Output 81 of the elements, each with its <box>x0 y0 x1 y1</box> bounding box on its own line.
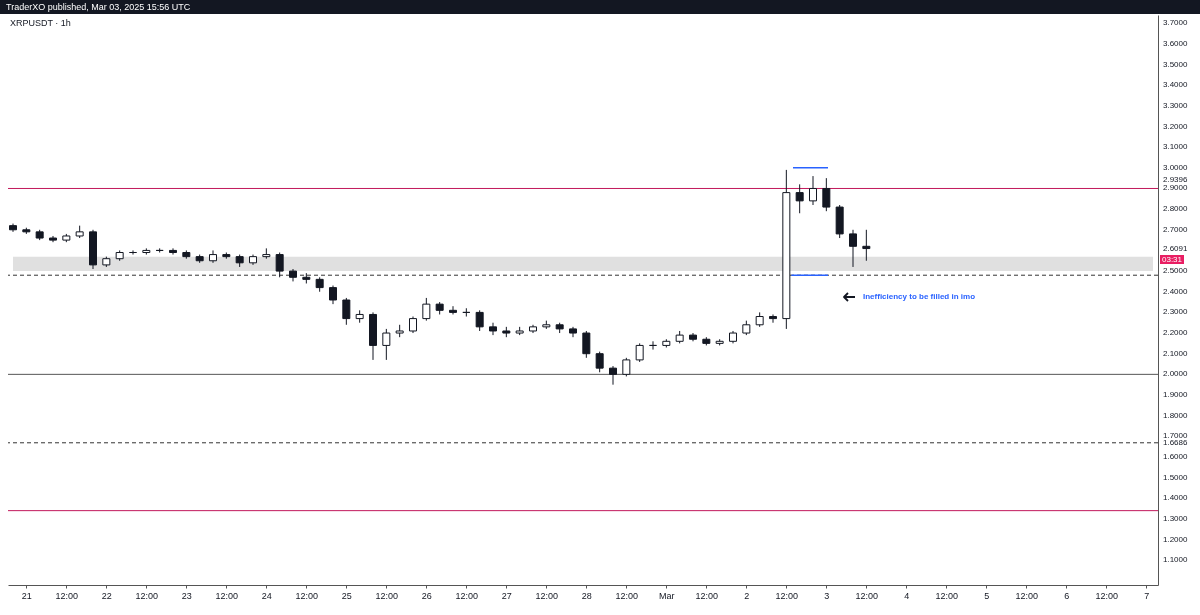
chart-title: XRPUSDT · 1h <box>10 18 71 28</box>
x-tick-label: 27 <box>501 590 512 601</box>
x-tick-label: 12:00 <box>55 590 79 601</box>
y-tick-label: 3.4000 <box>1163 80 1189 90</box>
x-tick-label: 12:00 <box>615 590 639 601</box>
candlestick <box>635 342 644 363</box>
y-tick-label: 1.3000 <box>1163 513 1189 523</box>
x-tick-label: 12:00 <box>135 590 159 601</box>
x-tick-label: 6 <box>1064 590 1070 601</box>
x-tick-label: 24 <box>261 590 272 601</box>
x-tick-label: 28 <box>581 590 592 601</box>
x-tick-label: 3 <box>824 590 830 601</box>
candlestick <box>342 297 351 326</box>
candlestick <box>622 357 631 377</box>
x-tick-label: 4 <box>904 590 910 601</box>
chart-subtitle: TraderXO published, Mar 03, 2025 15:56 UTC <box>0 0 1200 14</box>
x-tick-label: 12:00 <box>1015 590 1039 601</box>
y-tick-label: 1.6000 <box>1163 451 1189 461</box>
candlestick <box>475 309 484 332</box>
x-tick-label: 25 <box>341 590 352 601</box>
y-tick-label: 2.6091 <box>1163 243 1189 253</box>
candlestick <box>809 175 817 206</box>
candlestick <box>275 252 284 278</box>
x-tick-label: 21 <box>21 590 32 601</box>
x-tick-label: 12:00 <box>215 590 239 601</box>
y-tick-label: 2.5000 <box>1163 266 1189 276</box>
candlestick <box>822 177 831 212</box>
candlestick <box>382 328 391 361</box>
x-tick-label: 12:00 <box>1095 590 1119 601</box>
y-tick-label: 3.3000 <box>1163 100 1189 110</box>
y-tick-label: 2.4000 <box>1163 286 1189 296</box>
y-tick-label: 3.2000 <box>1163 121 1189 131</box>
x-tick-label: 12:00 <box>535 590 559 601</box>
x-tick-label: 22 <box>101 590 112 601</box>
y-tick-label: 2.2000 <box>1163 328 1189 338</box>
y-tick-label: 2.9000 <box>1163 183 1189 193</box>
x-tick-label: 12:00 <box>295 590 319 601</box>
x-tick-label: 7 <box>1144 590 1150 601</box>
x-tick-label: 12:00 <box>455 590 479 601</box>
y-tick-label: 2.9396 <box>1163 175 1189 185</box>
y-tick-label: 1.5000 <box>1163 472 1189 482</box>
candlestick <box>769 313 777 324</box>
x-tick-label: 23 <box>181 590 192 601</box>
text: 03:31 <box>1160 254 1185 264</box>
y-tick-label: 3.1000 <box>1163 142 1189 152</box>
annotation: Inefficiency to be filled in imo <box>863 292 976 301</box>
y-tick-label: 2.1000 <box>1163 348 1189 358</box>
y-tick-label: 3.5000 <box>1163 59 1189 69</box>
y-tick-label: 2.0000 <box>1163 369 1189 379</box>
candlestick <box>862 229 871 262</box>
x-tick-label: 12:00 <box>375 590 399 601</box>
candlestick <box>595 351 604 373</box>
y-tick-label: 3.0000 <box>1163 162 1189 172</box>
candlestick <box>449 305 457 315</box>
y-tick-label: 1.9000 <box>1163 390 1189 399</box>
candlestick <box>849 229 857 268</box>
x-tick-label: 12:00 <box>695 590 719 601</box>
candlestick <box>582 330 591 359</box>
x-tick-label: 12:00 <box>935 590 959 601</box>
y-tick-label: 2.3000 <box>1163 307 1189 317</box>
candlestick <box>169 247 177 256</box>
y-tick-label: 2.7000 <box>1163 224 1189 234</box>
x-tick-label: 12:00 <box>855 590 879 601</box>
x-tick-label: Mar <box>659 590 675 601</box>
x-tick-label: 12:00 <box>775 590 799 601</box>
y-tick-label: 2.8000 <box>1163 204 1189 214</box>
x-tick-label: 2 <box>744 590 750 601</box>
x-tick-label: 5 <box>984 590 990 601</box>
candlestick <box>489 322 497 336</box>
y-tick-label: 1.8000 <box>1163 410 1189 420</box>
y-tick-label: 1.1000 <box>1163 555 1189 565</box>
y-tick-label: 1.2000 <box>1163 534 1189 544</box>
candlestick <box>609 365 617 386</box>
y-tick-label: 3.7000 <box>1163 18 1189 28</box>
y-tick-label: 3.6000 <box>1163 38 1189 48</box>
candlestick <box>329 285 337 305</box>
candlestick <box>795 183 804 214</box>
candlestick <box>422 297 431 322</box>
candlestick <box>209 249 217 264</box>
x-tick-label: 26 <box>421 590 432 601</box>
y-tick-label: 1.4000 <box>1163 493 1189 503</box>
